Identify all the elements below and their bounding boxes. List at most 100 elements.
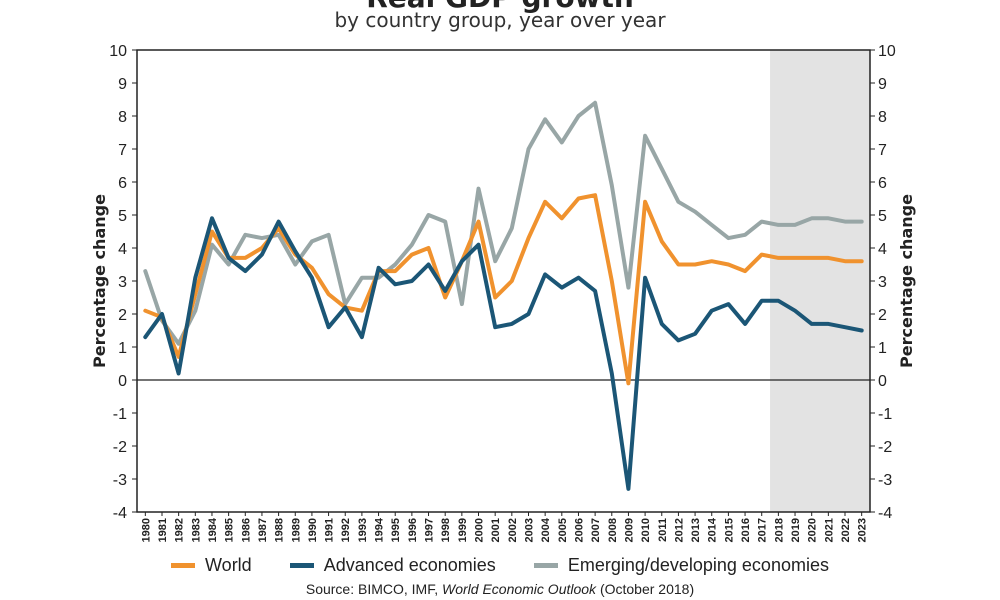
y-tick-right-12: -2 — [878, 439, 892, 456]
y-tick-right-11: -1 — [878, 406, 892, 423]
y-tick-left-3: 7 — [118, 142, 127, 159]
y-tick-left-10: 0 — [118, 373, 127, 390]
x-tick-2017: 2017 — [757, 518, 769, 542]
y-tick-right-9: 1 — [878, 340, 887, 357]
legend-label-emerging: Emerging/developing economies — [567, 555, 829, 575]
x-tick-1983: 1983 — [190, 518, 202, 542]
x-tick-2011: 2011 — [657, 518, 669, 542]
x-tick-2002: 2002 — [507, 518, 519, 542]
legend-swatch-world — [171, 563, 196, 568]
x-tick-2013: 2013 — [690, 518, 702, 542]
y-tick-right-2: 8 — [878, 109, 887, 126]
x-tick-2008: 2008 — [607, 518, 619, 542]
x-tick-1980: 1980 — [140, 518, 152, 542]
y-tick-left-7: 3 — [118, 274, 127, 291]
y-tick-left-9: 1 — [118, 340, 127, 357]
x-tick-1990: 1990 — [307, 518, 319, 542]
x-tick-1982: 1982 — [174, 518, 186, 542]
x-tick-1997: 1997 — [424, 518, 436, 542]
x-tick-2003: 2003 — [523, 518, 535, 542]
x-tick-2009: 2009 — [623, 518, 635, 542]
x-tick-1988: 1988 — [274, 518, 286, 542]
series-line-world — [143, 193, 864, 386]
y-tick-right-6: 4 — [878, 241, 887, 258]
source-suffix: (October 2018) — [596, 581, 695, 597]
x-tick-2001: 2001 — [490, 518, 502, 542]
x-tick-2004: 2004 — [540, 517, 552, 542]
chart-subtitle: by country group, year over year — [334, 8, 666, 32]
x-tick-1999: 1999 — [457, 518, 469, 542]
y-tick-left-6: 4 — [118, 241, 127, 258]
x-tick-2021: 2021 — [823, 518, 835, 542]
legend: World Advanced economies Emerging/develo… — [0, 555, 1000, 576]
plot-frame — [136, 49, 871, 513]
x-tick-1987: 1987 — [257, 518, 269, 542]
x-tick-2005: 2005 — [557, 518, 569, 542]
legend-swatch-emerging — [533, 563, 558, 568]
x-tick-1993: 1993 — [357, 518, 369, 542]
x-tick-2010: 2010 — [640, 518, 652, 542]
x-tick-2022: 2022 — [840, 518, 852, 542]
forecast-shade — [770, 50, 870, 512]
x-tick-2000: 2000 — [474, 518, 486, 542]
chart-title: Real GDP growth — [0, 0, 1000, 13]
x-tick-2007: 2007 — [590, 518, 602, 542]
x-tick-2012: 2012 — [673, 518, 685, 542]
source-note: Source: BIMCO, IMF, World Economic Outlo… — [0, 581, 1000, 597]
source-italic: World Economic Outlook — [442, 581, 597, 597]
x-tick-2016: 2016 — [740, 518, 752, 542]
y-tick-right-8: 2 — [878, 307, 887, 324]
x-tick-1996: 1996 — [407, 518, 419, 542]
x-tick-1989: 1989 — [290, 518, 302, 542]
legend-label-world: World — [205, 555, 252, 575]
x-axis: 1980 1981 1982 1983 1984 1985 1986 1987 1988 1989… — [140, 512, 869, 542]
y-tick-right-4: 6 — [878, 175, 887, 192]
x-tick-1981: 1981 — [157, 518, 169, 542]
x-tick-2020: 2020 — [807, 518, 819, 542]
y-tick-left-0: 10 — [109, 43, 127, 60]
legend-item-world: World — [171, 555, 252, 576]
legend-item-emerging: Emerging/developing economies — [533, 555, 829, 576]
y-axis-label-left: Percentage change — [90, 194, 109, 368]
series-lines — [143, 100, 864, 491]
x-tick-2015: 2015 — [723, 518, 735, 542]
x-tick-1986: 1986 — [240, 518, 252, 542]
y-tick-right-10: 0 — [878, 373, 887, 390]
x-tick-2018: 2018 — [773, 518, 785, 542]
y-tick-left-12: -2 — [113, 439, 127, 456]
x-tick-2023: 2023 — [857, 518, 869, 542]
y-tick-left-5: 5 — [118, 208, 127, 225]
x-tick-1991: 1991 — [324, 518, 336, 542]
y-tick-right-5: 5 — [878, 208, 887, 225]
x-tick-1984: 1984 — [207, 517, 219, 542]
legend-label-advanced: Advanced economies — [323, 555, 496, 575]
y-tick-left-4: 6 — [118, 175, 127, 192]
legend-item-advanced: Advanced economies — [289, 555, 496, 576]
y-tick-left-14: -4 — [113, 505, 127, 522]
x-tick-2006: 2006 — [573, 518, 585, 542]
x-tick-2014: 2014 — [707, 517, 719, 542]
x-tick-1992: 1992 — [340, 518, 352, 542]
y-tick-left-2: 8 — [118, 109, 127, 126]
x-tick-1998: 1998 — [440, 518, 452, 542]
y-tick-right-13: -3 — [878, 472, 892, 489]
y-tick-left-1: 9 — [118, 76, 127, 93]
y-tick-right-7: 3 — [878, 274, 887, 291]
legend-swatch-advanced — [289, 563, 314, 568]
y-tick-left-11: -1 — [113, 406, 127, 423]
y-tick-right-1: 9 — [878, 76, 887, 93]
y-axis-label-right: Percentage change — [897, 194, 916, 368]
y-tick-right-14: -4 — [878, 505, 892, 522]
y-tick-left-8: 2 — [118, 307, 127, 324]
x-tick-1985: 1985 — [224, 518, 236, 542]
source-prefix: Source: BIMCO, IMF, — [305, 581, 442, 597]
series-line-emerging-developing-economies — [143, 100, 864, 346]
x-tick-1995: 1995 — [390, 518, 402, 542]
series-line-advanced-economies — [143, 216, 864, 491]
y-tick-right-0: 10 — [878, 43, 896, 60]
x-tick-1994: 1994 — [374, 517, 386, 542]
y-tick-left-13: -3 — [113, 472, 127, 489]
